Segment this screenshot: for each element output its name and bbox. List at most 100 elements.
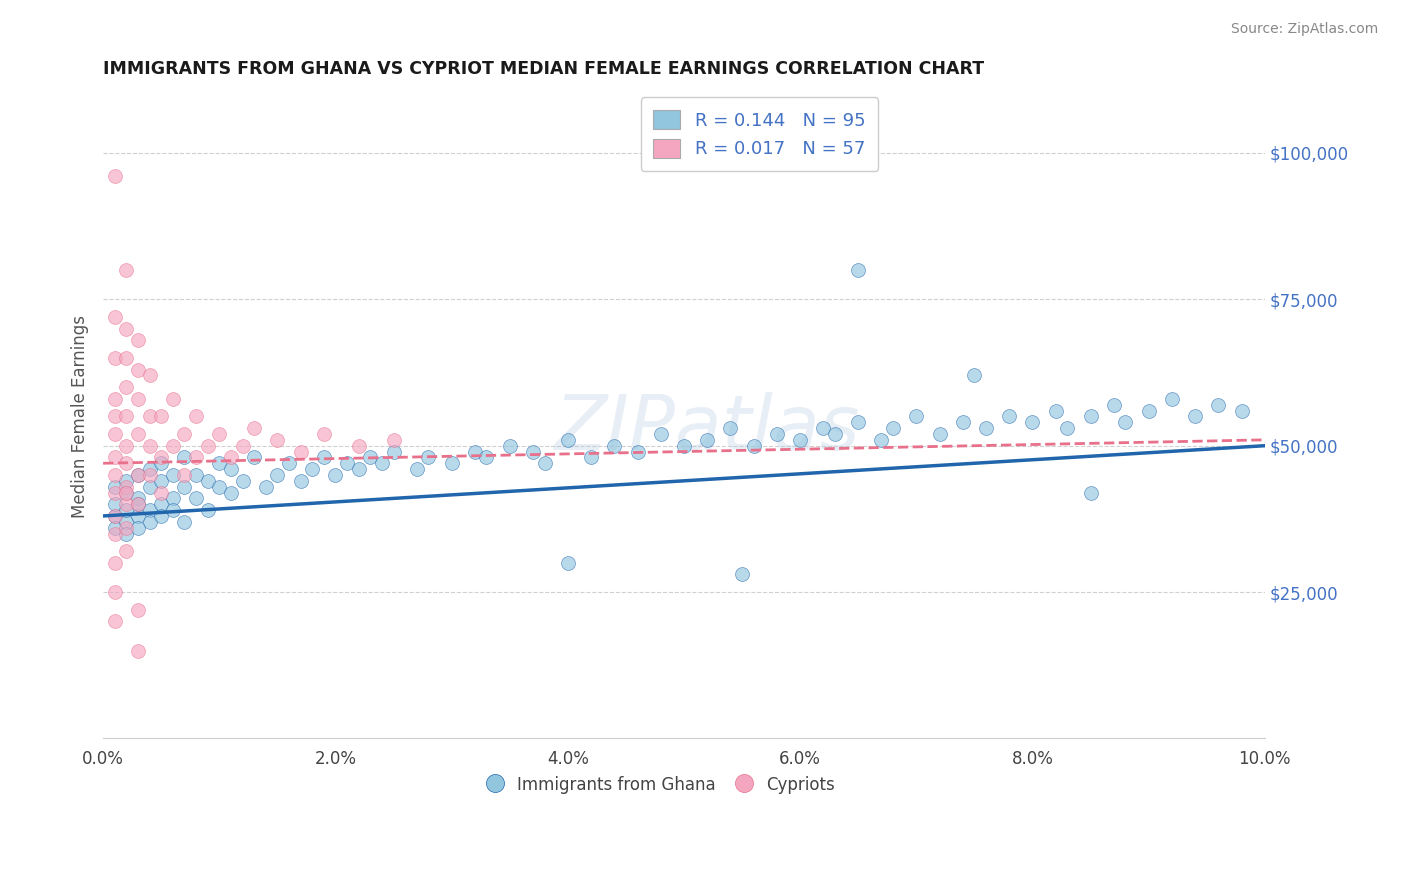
Point <box>789 433 811 447</box>
Point <box>533 456 555 470</box>
Point <box>440 456 463 470</box>
Point <box>115 480 138 494</box>
Point <box>162 392 184 406</box>
Point <box>104 392 127 406</box>
Point <box>104 585 127 599</box>
Point <box>150 450 173 465</box>
Point <box>115 515 138 529</box>
Point <box>115 456 138 470</box>
Point <box>127 497 149 511</box>
Point <box>138 503 160 517</box>
Point <box>127 497 149 511</box>
Point <box>138 467 160 482</box>
Point <box>475 450 498 465</box>
Point <box>173 450 195 465</box>
Point <box>325 467 347 482</box>
Point <box>278 456 301 470</box>
Point <box>115 351 138 365</box>
Point <box>1114 415 1136 429</box>
Point <box>115 497 138 511</box>
Point <box>846 263 869 277</box>
Point <box>672 439 695 453</box>
Point <box>579 450 602 465</box>
Point <box>104 169 127 184</box>
Point <box>127 521 149 535</box>
Point <box>963 368 986 383</box>
Point <box>127 508 149 523</box>
Point <box>626 444 648 458</box>
Point <box>127 427 149 442</box>
Point <box>197 503 219 517</box>
Point <box>115 474 138 488</box>
Point <box>870 433 893 447</box>
Point <box>104 467 127 482</box>
Point <box>557 556 579 570</box>
Point <box>219 462 242 476</box>
Point <box>173 515 195 529</box>
Point <box>138 480 160 494</box>
Point <box>138 409 160 424</box>
Point <box>208 456 231 470</box>
Point <box>115 380 138 394</box>
Point <box>127 643 149 657</box>
Point <box>742 439 765 453</box>
Point <box>115 439 138 453</box>
Point <box>998 409 1021 424</box>
Point <box>231 439 253 453</box>
Point <box>184 409 207 424</box>
Point <box>312 427 335 442</box>
Point <box>522 444 544 458</box>
Point <box>104 485 127 500</box>
Point <box>197 439 219 453</box>
Point <box>104 508 127 523</box>
Point <box>266 433 288 447</box>
Point <box>1230 403 1253 417</box>
Point <box>464 444 486 458</box>
Point <box>104 480 127 494</box>
Point <box>231 474 253 488</box>
Point <box>418 450 440 465</box>
Point <box>846 415 869 429</box>
Point <box>1160 392 1182 406</box>
Point <box>312 450 335 465</box>
Point <box>243 421 266 435</box>
Point <box>104 497 127 511</box>
Point <box>184 491 207 506</box>
Point <box>138 368 160 383</box>
Point <box>974 421 997 435</box>
Point <box>115 521 138 535</box>
Point <box>115 485 138 500</box>
Point <box>138 462 160 476</box>
Point <box>184 450 207 465</box>
Point <box>104 427 127 442</box>
Point <box>301 462 323 476</box>
Point <box>1080 485 1102 500</box>
Point <box>650 427 672 442</box>
Point <box>115 503 138 517</box>
Point <box>127 491 149 506</box>
Point <box>150 485 173 500</box>
Point <box>243 450 266 465</box>
Point <box>162 491 184 506</box>
Point <box>603 439 626 453</box>
Point <box>127 362 149 376</box>
Point <box>208 427 231 442</box>
Point <box>347 439 370 453</box>
Point <box>104 450 127 465</box>
Point <box>162 439 184 453</box>
Point <box>115 321 138 335</box>
Point <box>115 485 138 500</box>
Point <box>104 508 127 523</box>
Point <box>127 602 149 616</box>
Point <box>499 439 522 453</box>
Point <box>150 497 173 511</box>
Point <box>882 421 904 435</box>
Point <box>557 433 579 447</box>
Point <box>104 556 127 570</box>
Point <box>290 444 312 458</box>
Point <box>696 433 718 447</box>
Point <box>115 526 138 541</box>
Point <box>336 456 359 470</box>
Point <box>290 474 312 488</box>
Point <box>824 427 846 442</box>
